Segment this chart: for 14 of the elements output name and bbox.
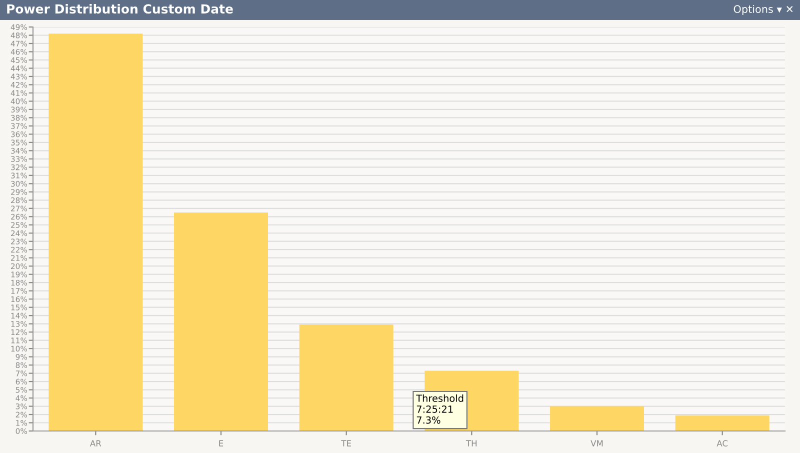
bar xyxy=(550,406,644,431)
bar xyxy=(299,324,394,431)
x-tick-label: TH xyxy=(466,440,477,446)
bar xyxy=(174,212,268,431)
x-tick-label: AR xyxy=(90,440,102,446)
bar xyxy=(48,34,143,431)
x-tick-label: E xyxy=(219,440,224,446)
chart-title: Power Distribution Custom Date xyxy=(7,4,233,14)
bar xyxy=(675,415,770,431)
annotation: Threshold 7:25:21 7.3% xyxy=(416,394,464,424)
x-tick-label: VM xyxy=(590,440,603,446)
x-tick-label: TE xyxy=(341,440,351,446)
x-tick-label: AC xyxy=(716,440,728,446)
text: Options ▾ ✕ xyxy=(734,4,793,16)
